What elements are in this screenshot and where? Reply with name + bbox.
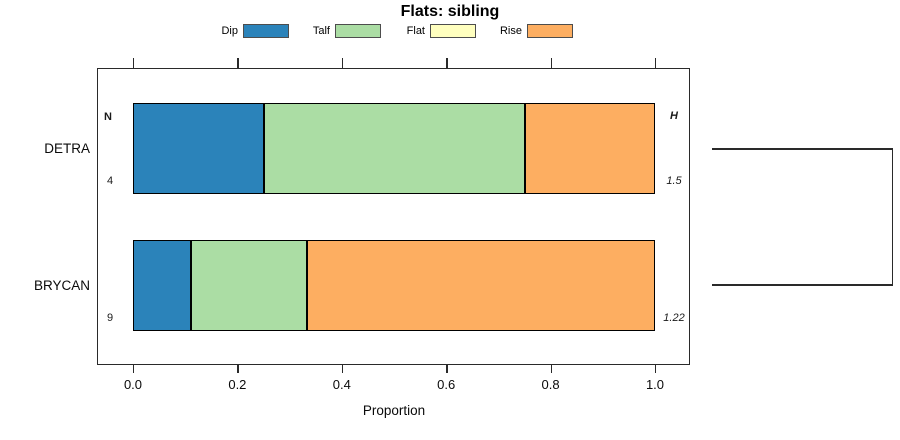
axis-tick-bottom xyxy=(237,365,239,373)
axis-tick-top xyxy=(446,58,448,68)
axis-tick-bottom xyxy=(341,365,344,373)
axis-tick-label: 0.0 xyxy=(123,377,143,392)
row-h-value: 1.5 xyxy=(666,175,682,187)
legend-item-talf: Talf xyxy=(300,24,381,38)
legend-swatch-talf xyxy=(335,24,381,38)
legend-label: Flat xyxy=(406,25,425,37)
row-h-value: 1.22 xyxy=(663,312,685,324)
axis-tick-bottom xyxy=(133,365,135,373)
legend-swatch-rise xyxy=(527,24,573,38)
axis-tick-bottom xyxy=(655,365,657,373)
dendrogram-branch-top xyxy=(712,148,893,150)
bar-segment-detra-dip xyxy=(133,103,264,194)
bar-segment-brycan-dip xyxy=(133,240,191,331)
dendrogram-branch-bottom xyxy=(712,284,893,286)
legend-item-dip: Dip xyxy=(208,24,289,38)
legend-label: Dip xyxy=(221,25,238,37)
legend-swatch-flat xyxy=(430,24,476,38)
axis-tick-label: 0.4 xyxy=(332,377,351,392)
bar-segment-brycan-rise xyxy=(306,240,655,331)
x-axis-title: Proportion xyxy=(362,403,426,418)
axis-tick-label: 1.0 xyxy=(645,377,665,392)
chart-title: Flats: sibling xyxy=(400,3,500,20)
h-column-header: H xyxy=(670,110,678,122)
axis-tick-label: 0.6 xyxy=(437,377,456,392)
axis-tick-top xyxy=(655,58,657,68)
n-column-header: N xyxy=(104,111,112,123)
bar-segment-detra-talf xyxy=(263,103,525,194)
row-n-value: 9 xyxy=(106,312,114,324)
dendrogram-join xyxy=(891,148,893,286)
legend-swatch-dip xyxy=(243,24,289,38)
legend-label: Talf xyxy=(312,25,330,37)
axis-tick-top xyxy=(237,58,239,68)
bar-segment-brycan-talf xyxy=(190,240,307,331)
legend-item-rise: Rise xyxy=(492,24,573,38)
axis-tick-bottom xyxy=(446,365,448,373)
row-label-detra: DETRA xyxy=(44,140,90,156)
axis-tick-label: 0.2 xyxy=(228,377,247,392)
legend-item-flat: Flat xyxy=(395,24,476,38)
axis-tick-label: 0.8 xyxy=(541,377,560,392)
bar-segment-detra-rise xyxy=(524,103,655,194)
row-label-brycan: BRYCAN xyxy=(33,277,90,293)
axis-tick-bottom xyxy=(550,365,552,373)
axis-tick-top xyxy=(133,58,135,68)
axis-tick-top xyxy=(341,58,344,68)
row-n-value: 4 xyxy=(106,175,114,187)
legend-label: Rise xyxy=(499,25,522,37)
axis-tick-top xyxy=(550,58,552,68)
